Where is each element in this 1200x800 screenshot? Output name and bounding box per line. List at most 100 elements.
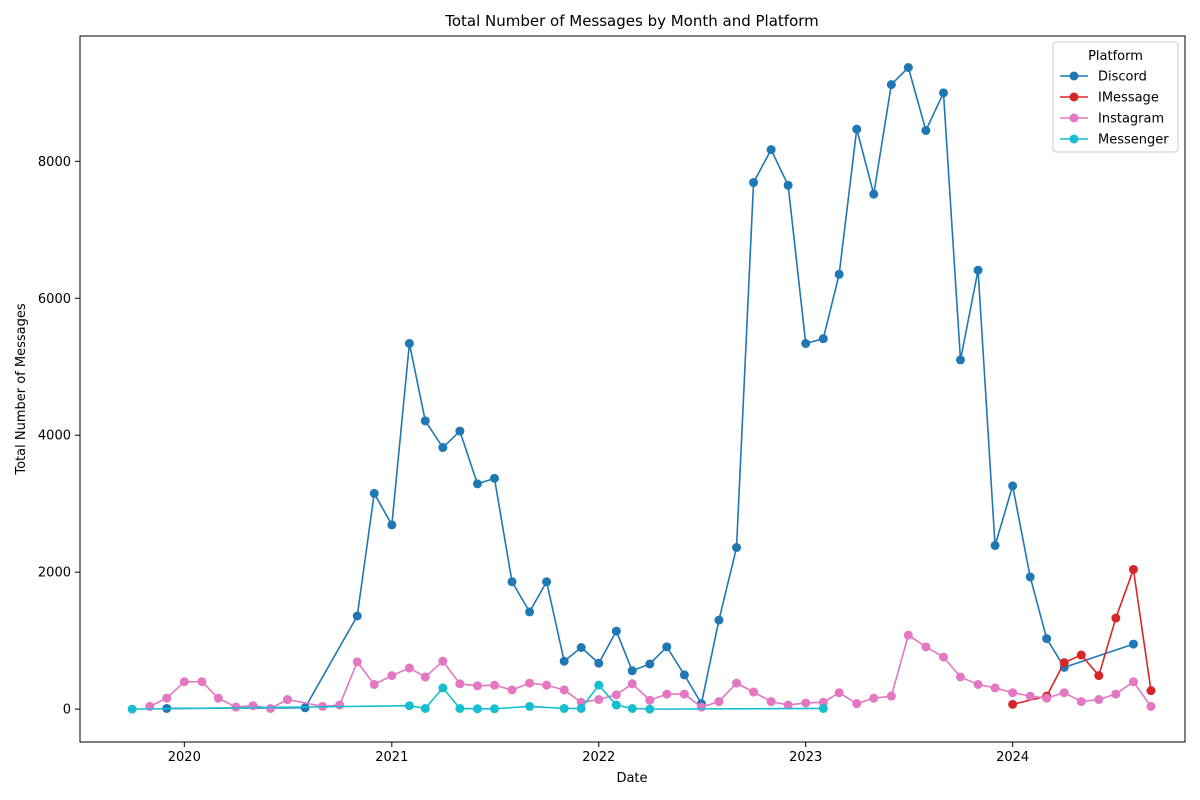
chart-title: Total Number of Messages by Month and Pl… (444, 12, 819, 30)
data-point-discord (990, 540, 1000, 550)
data-point-instagram (834, 688, 844, 698)
data-point-discord (973, 265, 983, 275)
data-point-imessage (1059, 658, 1069, 668)
data-point-instagram (266, 703, 275, 713)
x-axis: 2020 2021 2022 2023 2024 (168, 742, 1029, 765)
data-point-discord (1025, 572, 1035, 582)
y-tick-label: 2000 (38, 566, 71, 581)
data-point-instagram (1042, 693, 1052, 703)
data-point-instagram (749, 687, 759, 697)
data-point-instagram (938, 652, 948, 662)
data-point-discord (369, 488, 379, 498)
data-point-messenger (627, 703, 637, 713)
data-point-messenger (594, 680, 604, 690)
data-point-imessage (1146, 686, 1156, 696)
data-point-messenger (438, 683, 448, 693)
data-point-instagram (489, 680, 499, 690)
data-point-instagram (387, 671, 397, 681)
x-tick-label: 2023 (789, 750, 822, 765)
data-point-instagram (955, 672, 965, 682)
data-point-instagram (645, 695, 655, 705)
data-point-instagram (696, 702, 706, 712)
legend-swatch-marker (1069, 71, 1079, 81)
data-point-instagram (420, 672, 430, 682)
data-point-instagram (507, 685, 517, 695)
data-point-discord (1128, 639, 1138, 649)
y-tick-label: 6000 (38, 292, 71, 307)
data-point-instagram (162, 693, 172, 703)
series-line-discord (166, 66, 1134, 710)
legend-label: IMessage (1098, 91, 1159, 106)
data-point-instagram (852, 699, 862, 709)
x-tick-label: 2020 (168, 750, 201, 765)
data-point-messenger (576, 703, 586, 713)
data-point-instagram (732, 678, 742, 688)
data-point-imessage (1076, 650, 1086, 660)
data-point-messenger (645, 704, 655, 714)
data-point-messenger (818, 703, 828, 713)
plot-frame (79, 35, 1186, 743)
data-point-instagram (1094, 695, 1104, 705)
y-axis: 0 2000 4000 6000 8000 (38, 155, 80, 718)
data-point-instagram (766, 697, 776, 707)
data-point-discord (594, 658, 604, 668)
data-point-discord (438, 443, 448, 453)
series-imessage (1008, 564, 1156, 709)
y-tick-label: 4000 (38, 429, 71, 444)
y-tick-label: 8000 (38, 155, 71, 170)
data-point-discord (404, 338, 414, 348)
data-point-instagram (179, 677, 189, 687)
data-point-instagram (213, 693, 223, 703)
data-point-instagram (1128, 677, 1138, 687)
data-point-instagram (973, 679, 983, 689)
data-point-instagram (525, 678, 535, 688)
data-point-instagram (542, 680, 552, 690)
data-point-discord (903, 63, 913, 72)
y-axis-title: Total Number of Messages (14, 303, 29, 475)
y-tick-label: 0 (63, 703, 71, 718)
data-point-messenger (127, 704, 137, 714)
data-point-instagram (404, 663, 414, 673)
data-point-discord (542, 577, 552, 587)
data-point-discord (732, 543, 742, 553)
data-point-discord (576, 643, 586, 652)
data-point-instagram (627, 679, 637, 689)
data-point-instagram (1059, 688, 1069, 698)
legend-frame (1052, 41, 1179, 153)
x-tick-label: 2022 (582, 750, 615, 765)
data-point-messenger (525, 701, 535, 711)
data-point-discord (455, 426, 465, 436)
data-point-imessage (1128, 564, 1138, 574)
data-point-instagram (662, 689, 672, 699)
data-point-instagram (818, 697, 828, 707)
legend-entry-messenger: Messenger (1060, 133, 1169, 148)
data-point-discord (627, 666, 637, 676)
data-point-instagram (197, 677, 207, 687)
x-axis-title: Date (616, 771, 647, 786)
series-discord (162, 63, 1138, 713)
legend-title: Platform (1088, 49, 1143, 64)
data-point-instagram (1111, 689, 1121, 699)
data-point-discord (955, 355, 965, 365)
series-line-imessage (1012, 568, 1152, 706)
data-point-instagram (283, 695, 293, 705)
data-point-discord (645, 659, 655, 669)
legend-label: Messenger (1098, 133, 1169, 148)
data-point-discord (420, 416, 430, 426)
data-point-messenger (611, 700, 621, 710)
data-point-instagram (335, 700, 345, 710)
legend-entry-instagram: Instagram (1060, 112, 1164, 127)
data-point-discord (611, 626, 621, 636)
data-point-discord (662, 642, 672, 652)
data-point-imessage (1094, 671, 1104, 681)
series-messenger (127, 680, 828, 714)
x-tick-label: 2021 (375, 750, 408, 765)
data-point-discord (525, 607, 535, 617)
data-point-instagram (369, 679, 379, 689)
series-line-instagram (149, 634, 1152, 710)
legend-entry-discord: Discord (1060, 70, 1147, 85)
legend-entries: Discord IMessage Instagram Messenger (1060, 70, 1169, 148)
data-point-instagram (438, 656, 448, 666)
data-point-discord (352, 611, 362, 621)
